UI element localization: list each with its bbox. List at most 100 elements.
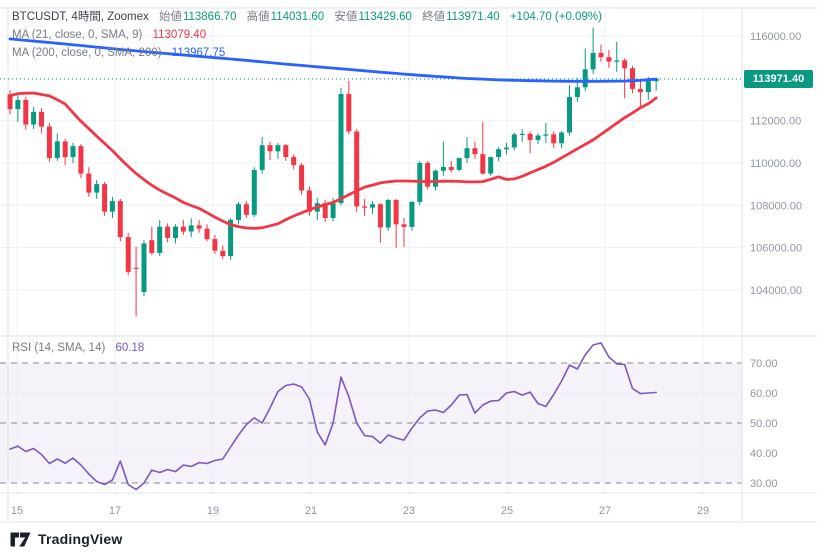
candle-body <box>54 141 60 159</box>
candle-body <box>291 157 297 166</box>
legend-symbol-row[interactable]: BTCUSDT, 4時間, Zoomex 始値113866.70 高値11403… <box>12 10 602 24</box>
candle-body <box>456 158 462 170</box>
candle-body <box>511 134 517 148</box>
candle-body <box>228 219 234 257</box>
candle-body <box>385 200 391 228</box>
ma200-label: MA (200, close, 0, SMA, 200) <box>12 47 162 59</box>
candle-body <box>220 250 226 257</box>
candle-body <box>125 237 131 272</box>
time-tick-label[interactable]: 25 <box>501 505 513 517</box>
candle-body <box>370 204 375 208</box>
price-tick-label[interactable]: 110000.00 <box>750 158 801 170</box>
ma200-value: 113967.75 <box>171 47 226 59</box>
rsi-tick-label[interactable]: 30.00 <box>750 478 778 490</box>
candle-body <box>551 134 557 144</box>
candle-body <box>433 170 438 187</box>
candle-body <box>590 53 596 70</box>
legend-ma200-row[interactable]: MA (200, close, 0, SMA, 200) 113967.75 <box>12 46 225 60</box>
time-tick-label[interactable]: 19 <box>207 505 219 517</box>
candle-body <box>23 100 29 125</box>
candle-body <box>409 201 415 227</box>
ma21-value: 113079.40 <box>152 29 207 41</box>
candle-body <box>94 184 100 193</box>
rsi-tick-label[interactable]: 70.00 <box>750 358 778 370</box>
ma21-line <box>8 91 658 230</box>
candle-body <box>527 133 533 140</box>
ma21-label: MA (21, close, 0, SMA, 9) <box>12 29 143 41</box>
candle-body <box>488 157 494 174</box>
rsi-tick-label[interactable]: 40.00 <box>750 448 778 460</box>
candle-body <box>377 204 383 228</box>
price-tick-label[interactable]: 104000.00 <box>750 285 802 297</box>
candle-body <box>204 228 210 240</box>
candle-body <box>46 126 52 159</box>
open-label: 始値 <box>158 11 182 23</box>
candle-body <box>180 226 186 232</box>
candle-body <box>322 203 328 218</box>
candle-body <box>637 89 643 93</box>
candle-body <box>645 81 651 93</box>
time-tick-label[interactable]: 21 <box>305 505 317 517</box>
candle-body <box>559 132 565 144</box>
candle-body <box>102 184 108 212</box>
candle-body <box>259 145 265 170</box>
rsi-line <box>9 342 658 491</box>
candle-body <box>519 133 525 135</box>
candle-body <box>535 135 541 140</box>
candle-body <box>236 204 241 220</box>
tradingview-logo-icon <box>10 532 31 546</box>
candle-body <box>141 243 147 292</box>
candle-body <box>109 201 115 212</box>
candle-body <box>78 146 84 174</box>
last-price-badge: 113971.40 <box>744 70 813 88</box>
candles-layer[interactable] <box>7 27 659 317</box>
time-tick-label[interactable]: 15 <box>11 505 23 517</box>
candle-body <box>567 97 572 133</box>
candle-body <box>251 170 257 215</box>
candle-body <box>212 239 218 251</box>
time-tick-label[interactable]: 29 <box>697 505 709 517</box>
price-tick-label[interactable]: 112000.00 <box>750 116 801 128</box>
candle-body <box>393 200 399 225</box>
candle-body <box>275 145 281 152</box>
candle-body <box>338 94 344 204</box>
candle-body <box>425 163 431 187</box>
candle-body <box>149 240 155 253</box>
candle-body <box>117 201 123 238</box>
time-tick-label[interactable]: 17 <box>109 505 121 517</box>
candle-body <box>39 111 44 127</box>
time-tick-label[interactable]: 23 <box>403 505 415 517</box>
candle-body <box>440 167 446 171</box>
candle-body <box>362 206 368 208</box>
price-tick-label[interactable]: 116000.00 <box>750 31 801 43</box>
candle-body <box>188 225 194 232</box>
rsi-tick-label[interactable]: 60.00 <box>750 388 778 400</box>
legend-rsi-row[interactable]: RSI (14, SMA, 14) 60.18 <box>12 341 144 355</box>
candle-body <box>472 148 478 155</box>
candle-body <box>598 53 604 58</box>
candle-body <box>480 154 486 174</box>
open-value: 113866.70 <box>182 11 237 23</box>
high-value: 114031.60 <box>270 11 325 23</box>
price-tick-label[interactable]: 106000.00 <box>750 243 802 255</box>
candle-body <box>503 147 509 150</box>
rsi-value: 60.18 <box>115 342 145 354</box>
candle-body <box>330 203 336 218</box>
candle-body <box>86 173 92 193</box>
candle-body <box>70 146 76 158</box>
ma200-line <box>8 37 658 83</box>
rsi-label: RSI (14, SMA, 14) <box>12 342 106 354</box>
time-tick-label[interactable]: 27 <box>599 505 611 517</box>
candle-body <box>614 60 620 62</box>
candle-body <box>62 141 68 158</box>
candle-body <box>464 148 470 159</box>
rsi-tick-label[interactable]: 50.00 <box>750 418 778 430</box>
candle-body <box>15 100 21 110</box>
legend-ma21-row[interactable]: MA (21, close, 0, SMA, 9) 113079.40 <box>12 28 206 42</box>
price-tick-label[interactable]: 108000.00 <box>750 200 802 212</box>
candle-body <box>346 94 352 132</box>
tradingview-logo[interactable]: TradingView <box>10 531 122 547</box>
symbol-title[interactable]: BTCUSDT, 4時間, Zoomex <box>12 11 149 23</box>
candle-body <box>196 225 202 229</box>
